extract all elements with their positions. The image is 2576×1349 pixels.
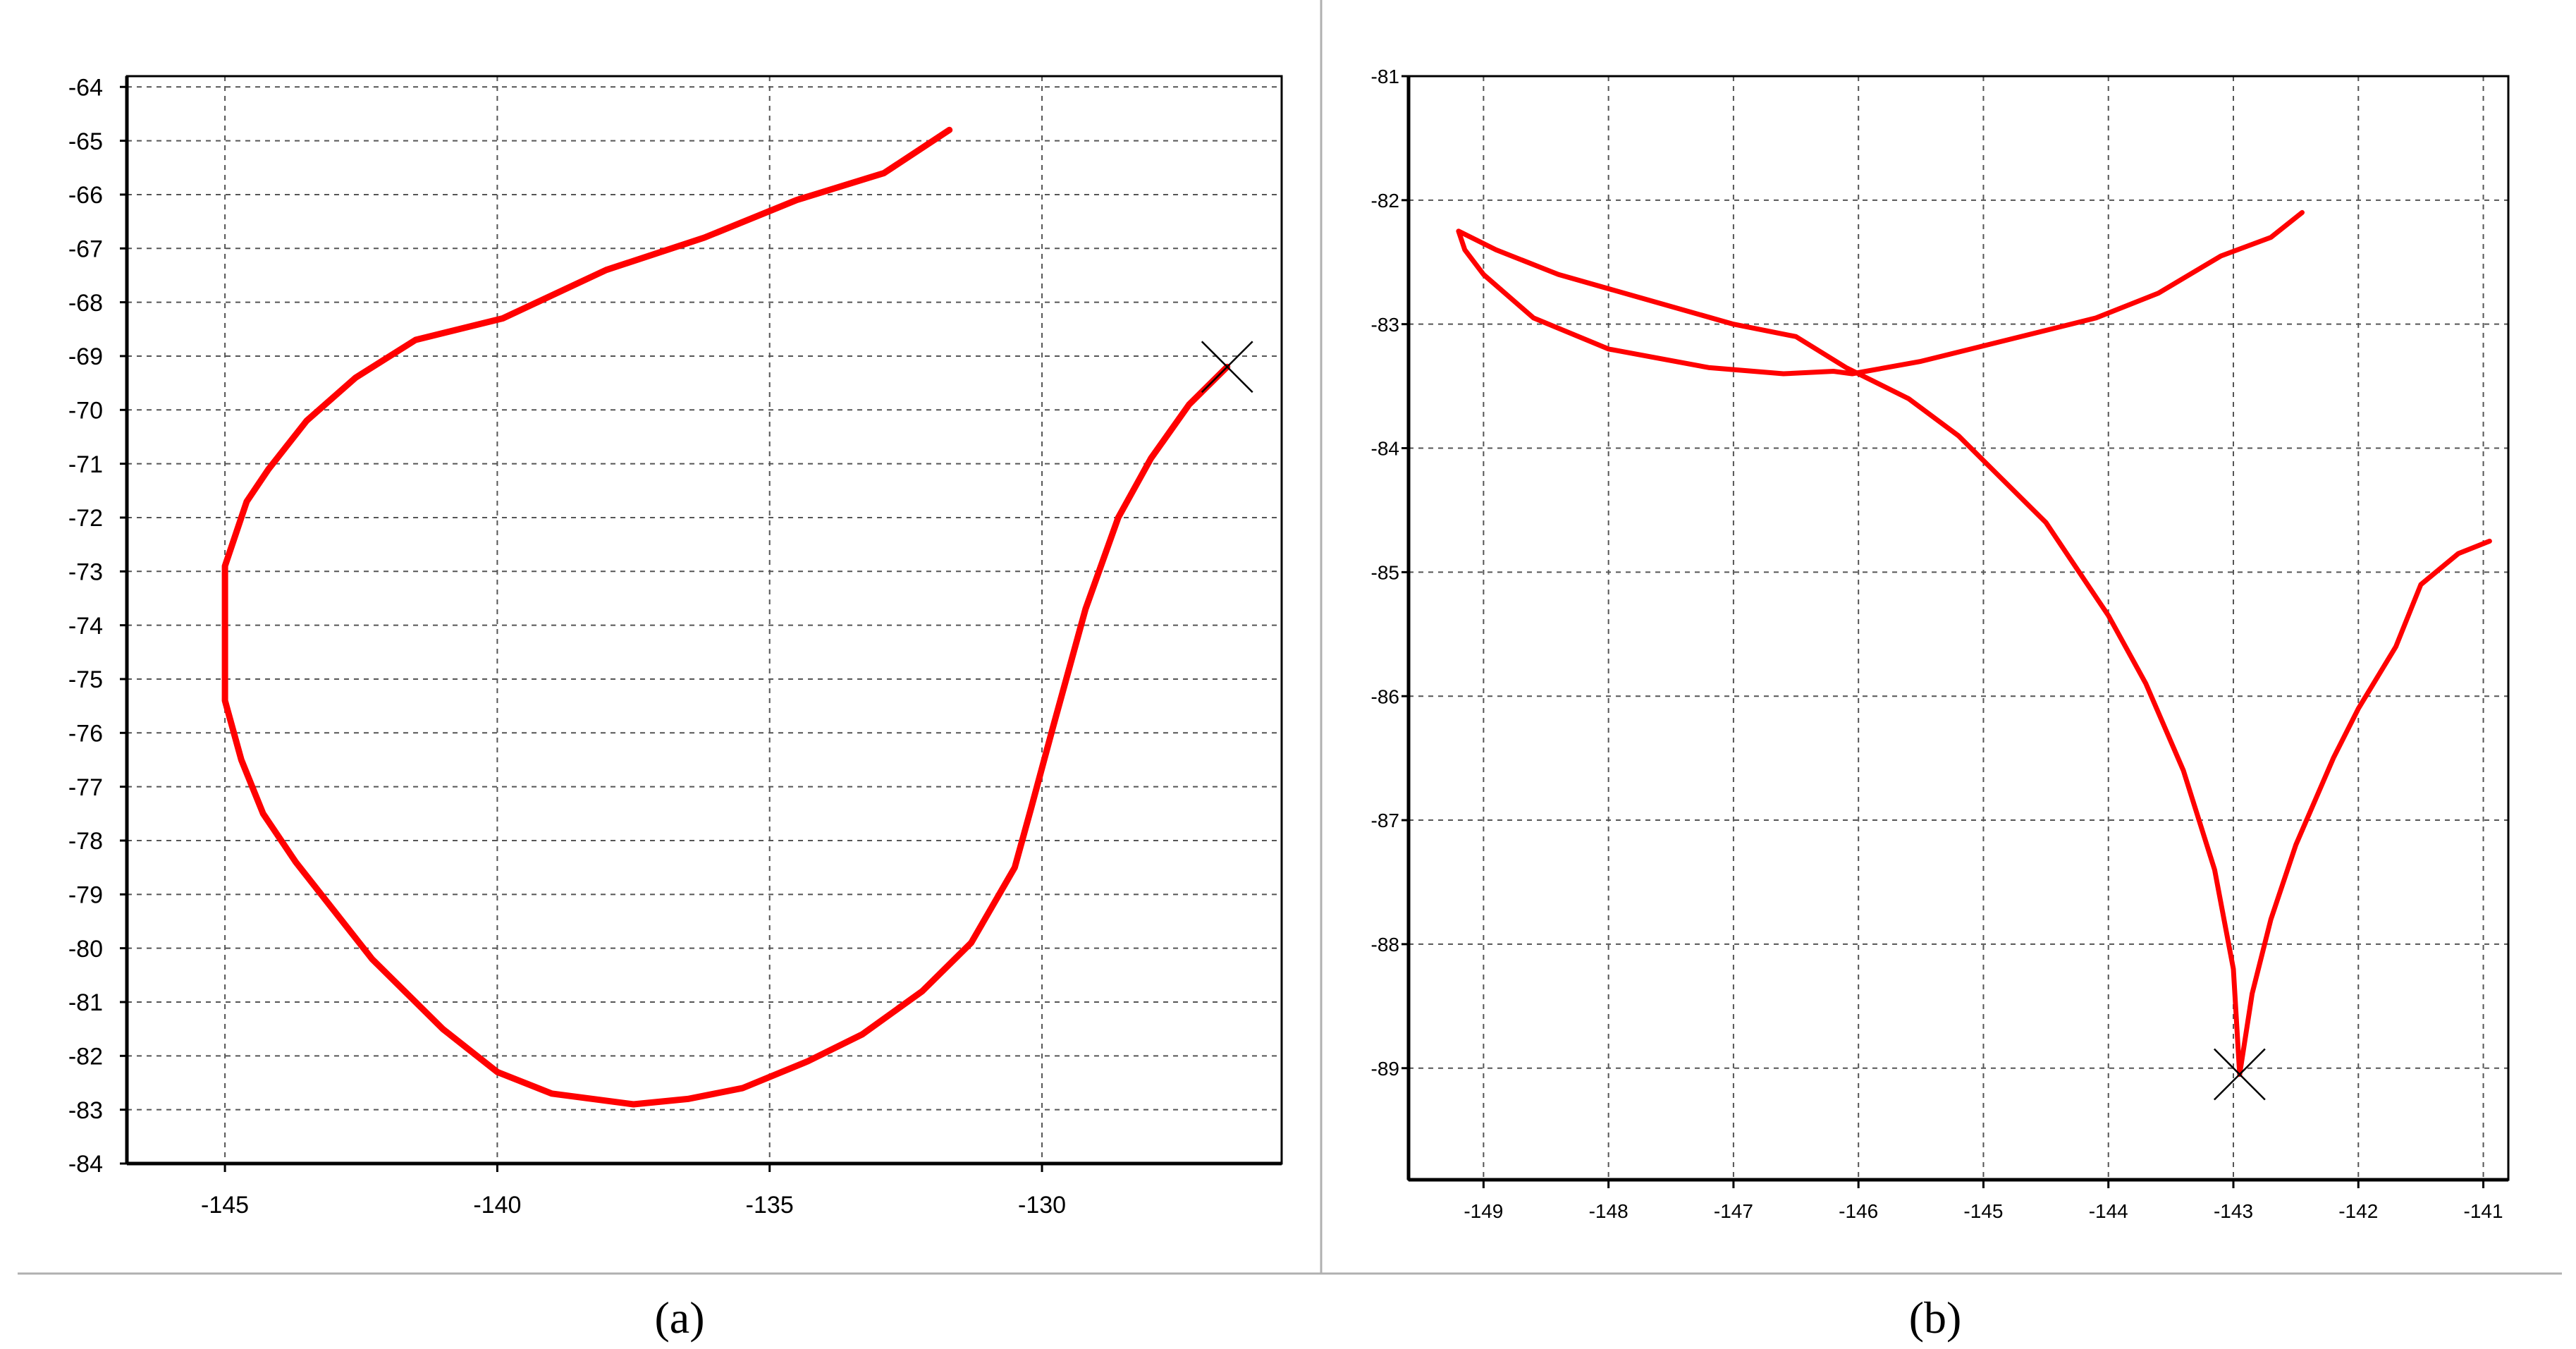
y-tick-label-a-4: -68 [68, 290, 103, 317]
y-ticks-a: -64 -65 -66 -67 -68 -69 -70 -71 -72 -73 -74 -75 -76 -… [68, 75, 127, 1178]
frame-b [1406, 75, 2510, 1182]
y-tick-label-a-20: -84 [68, 1151, 103, 1178]
series-line-b-1 [2237, 538, 2492, 1077]
y-tick-label-a-16: -80 [68, 936, 103, 963]
frame-a [125, 75, 1283, 1166]
panel-label-a: (a) [654, 1293, 704, 1343]
y-tick-label-a-11: -75 [68, 666, 103, 693]
plot-area-a [127, 76, 1282, 1164]
y-tick-label-a-9: -73 [68, 559, 103, 586]
y-tick-label-b-5: -86 [1371, 685, 1399, 707]
series-line-b-0 [1456, 209, 2305, 1077]
x-tick-label-b-0: -149 [1464, 1200, 1503, 1222]
x-tick-label-b-2: -147 [1714, 1200, 1753, 1222]
y-tick-label-b-0: -81 [1371, 66, 1399, 87]
y-tick-label-a-7: -71 [68, 451, 103, 478]
y-tick-label-b-7: -88 [1371, 934, 1399, 956]
y-tick-label-a-15: -79 [68, 882, 103, 909]
x-tick-label-b-6: -143 [2214, 1200, 2253, 1222]
end-marker-stroke-b-2 [2213, 1048, 2266, 1101]
x-ticks-a: -145 -140 -135 -130 [201, 1164, 1066, 1219]
series-line-a-0 [221, 126, 1231, 1108]
y-tick-label-a-6: -70 [68, 398, 103, 425]
y-tick-label-a-14: -78 [68, 828, 103, 855]
y-tick-label-a-18: -82 [68, 1044, 103, 1070]
chart-panel-a: -145 -140 -135 -130 -64 -65 -66 -67 -68 -69 -70 -7… [68, 75, 1283, 1219]
y-tick-label-b-6: -87 [1371, 810, 1399, 831]
x-tick-label-b-7: -142 [2338, 1200, 2378, 1222]
x-tick-label-a-3: -130 [1018, 1192, 1066, 1219]
y-tick-label-b-4: -85 [1371, 561, 1399, 583]
y-tick-label-a-0: -64 [68, 75, 103, 102]
end-marker-a [1201, 341, 1253, 393]
y-tick-label-a-2: -66 [68, 182, 103, 209]
y-tick-label-a-17: -81 [68, 989, 103, 1016]
end-marker-b [2213, 1048, 2266, 1101]
y-tick-label-a-5: -69 [68, 343, 103, 370]
y-tick-label-a-3: -67 [68, 236, 103, 263]
trajectory-a [221, 126, 1231, 1108]
plot-area-b [1409, 76, 2508, 1180]
y-tick-label-a-1: -65 [68, 128, 103, 155]
y-tick-label-a-19: -83 [68, 1097, 103, 1124]
x-tick-label-b-4: -145 [1963, 1200, 2003, 1222]
x-tick-label-a-2: -135 [746, 1192, 794, 1219]
x-ticks-b: -149 -148 -147 -146 -145 -144 -143 -142 -141 [1464, 1180, 2503, 1222]
panel-label-b: (b) [1909, 1293, 1962, 1343]
end-marker-stroke-a-2 [1201, 341, 1253, 393]
y-ticks-b: -81 -82 -83 -84 -85 -86 -87 -88 -89 [1371, 66, 1409, 1080]
x-tick-label-b-5: -144 [2089, 1200, 2128, 1222]
grid-a [127, 76, 1282, 1164]
y-tick-label-a-8: -72 [68, 505, 103, 532]
y-tick-label-a-13: -77 [68, 774, 103, 801]
y-tick-label-a-10: -74 [68, 613, 103, 640]
x-tick-label-b-1: -148 [1589, 1200, 1629, 1222]
chart-panel-b: -149 -148 -147 -146 -145 -144 -143 -142 -141 -81… [1371, 66, 2510, 1222]
y-tick-label-a-12: -76 [68, 721, 103, 747]
x-tick-label-a-1: -140 [473, 1192, 521, 1219]
trajectory-b [1456, 209, 2492, 1077]
x-tick-label-b-3: -146 [1839, 1200, 1878, 1222]
y-tick-label-b-2: -83 [1371, 314, 1399, 336]
y-tick-label-b-3: -84 [1371, 438, 1399, 460]
y-tick-label-b-1: -82 [1371, 190, 1399, 212]
x-tick-label-b-8: -141 [2464, 1200, 2503, 1222]
x-tick-label-a-0: -145 [201, 1192, 249, 1219]
y-tick-label-b-8: -89 [1371, 1058, 1399, 1080]
